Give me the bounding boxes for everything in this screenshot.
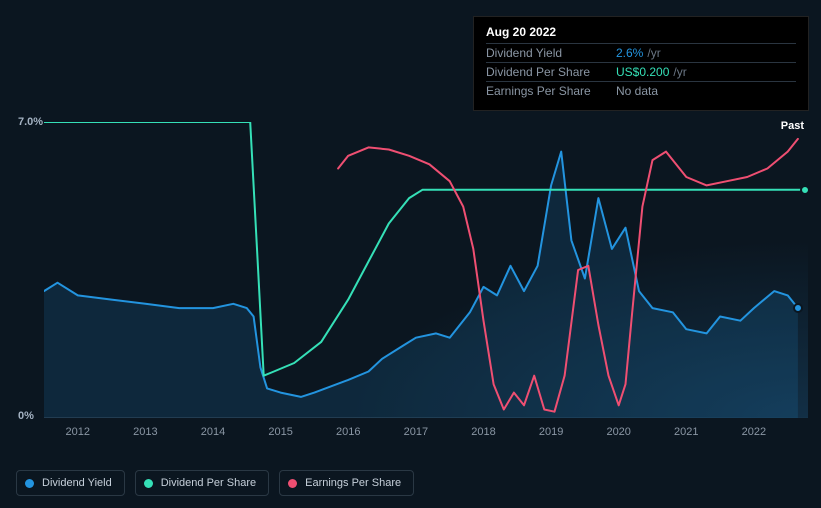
series-end-marker	[793, 303, 803, 313]
chart-area: 7.0% 0% Past 201220132014201520162017201…	[16, 110, 808, 450]
legend-dot-icon	[288, 479, 297, 488]
tooltip-row: Dividend Per ShareUS$0.200/yr	[486, 62, 796, 81]
x-axis: 2012 2013 2014 2015 2016 2017 2018 2019 2020 2021…	[44, 426, 808, 442]
legend-item-dividend-yield[interactable]: Dividend Yield	[16, 470, 125, 496]
legend-item-dividend-per-share[interactable]: Dividend Per Share	[135, 470, 269, 496]
x-tick-label: 2021	[674, 426, 698, 438]
x-tick-label: 2012	[66, 426, 90, 438]
chart-svg	[44, 122, 808, 418]
legend: Dividend Yield Dividend Per Share Earnin…	[16, 470, 414, 496]
tooltip-row: Earnings Per ShareNo data	[486, 81, 796, 100]
legend-dot-icon	[25, 479, 34, 488]
tooltip-row: Dividend Yield2.6% /yr	[486, 43, 796, 62]
legend-label: Dividend Per Share	[161, 477, 256, 489]
tooltip-label: Dividend Yield	[486, 46, 616, 60]
tooltip-suffix: /yr	[647, 46, 660, 60]
x-tick-label: 2019	[539, 426, 563, 438]
tooltip-suffix: /yr	[673, 65, 686, 79]
chart-tooltip: Aug 20 2022 Dividend Yield2.6%/yrDividen…	[473, 16, 809, 111]
series-end-marker	[800, 185, 810, 195]
tooltip-value: No data	[616, 84, 658, 98]
x-tick-label: 2014	[201, 426, 225, 438]
x-tick-label: 2013	[133, 426, 157, 438]
x-tick-label: 2017	[404, 426, 428, 438]
tooltip-label: Dividend Per Share	[486, 65, 616, 79]
tooltip-value: US$0.200	[616, 65, 669, 79]
y-axis-min: 0%	[18, 410, 34, 422]
legend-item-earnings-per-share[interactable]: Earnings Per Share	[279, 470, 414, 496]
x-tick-label: 2016	[336, 426, 360, 438]
tooltip-value: 2.6%	[616, 46, 643, 60]
y-axis-max: 7.0%	[18, 116, 43, 128]
tooltip-title: Aug 20 2022	[486, 25, 796, 39]
past-label: Past	[781, 120, 804, 132]
x-tick-label: 2020	[606, 426, 630, 438]
legend-label: Dividend Yield	[42, 477, 112, 489]
legend-dot-icon	[144, 479, 153, 488]
tooltip-label: Earnings Per Share	[486, 84, 616, 98]
legend-label: Earnings Per Share	[305, 477, 401, 489]
x-tick-label: 2015	[268, 426, 292, 438]
plot-area[interactable]: Past	[44, 122, 808, 418]
x-tick-label: 2022	[742, 426, 766, 438]
x-tick-label: 2018	[471, 426, 495, 438]
